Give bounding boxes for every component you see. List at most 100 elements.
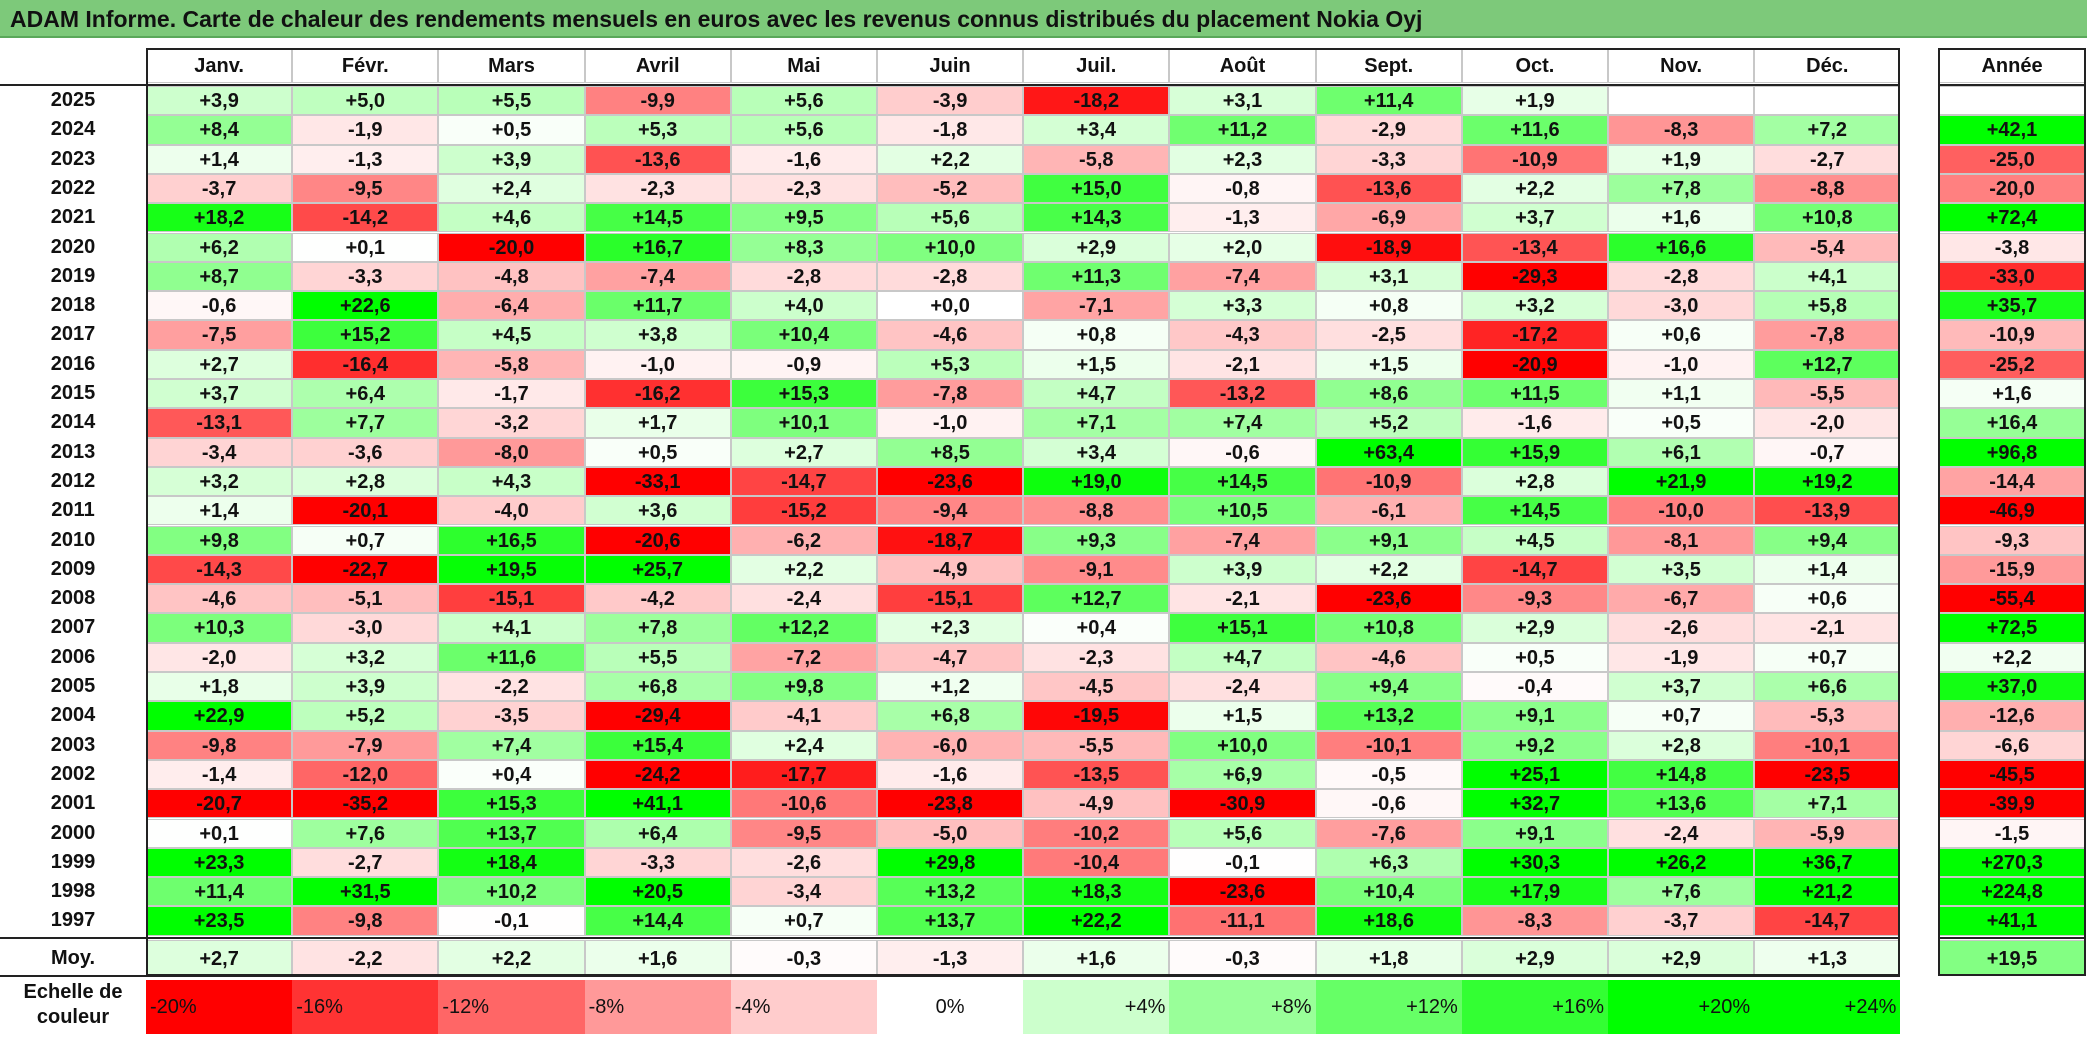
year-label: 2008 [0,584,146,614]
heatmap-cell: -0,6 [146,291,293,321]
heatmap-cell: +4,7 [1169,642,1316,672]
heatmap-cell: +19,5 [438,554,585,585]
heatmap-cell: +0,7 [292,525,439,555]
heatmap-cell: -13,2 [1169,379,1316,409]
heatmap-cell: -2,0 [1754,408,1901,438]
average-cell: +2,9 [1461,939,1608,976]
heatmap-cell: +5,8 [1754,291,1901,321]
heatmap-cell: -8,0 [438,437,585,467]
heatmap-cell: -2,7 [1754,144,1901,174]
heatmap-cell: -1,0 [877,408,1024,438]
average-cell: +2,2 [438,939,585,976]
heatmap-cell: +6,4 [584,818,731,848]
heatmap-cell: +2,9 [1023,232,1170,262]
year-label: 2023 [0,144,146,174]
heatmap-cell: -1,0 [584,349,731,379]
month-header: Août [1169,48,1316,83]
heatmap-cell: +3,2 [146,466,293,497]
heatmap-cell: +0,5 [438,115,585,145]
heatmap-cell: -13,9 [1754,496,1901,526]
average-rule-top [0,936,1901,939]
heatmap-cell: -2,0 [146,642,293,672]
heatmap-cell: -10,1 [1315,730,1462,760]
average-cell: +2,9 [1608,939,1755,976]
heatmap-cell: -3,3 [1315,144,1462,174]
heatmap-cell: +12,7 [1754,349,1901,379]
heatmap-cell: +3,4 [1023,437,1170,467]
heatmap-cell: -5,2 [877,173,1024,204]
heatmap-cell: -2,8 [877,261,1024,292]
year-label: 2021 [0,203,146,233]
heatmap-cell: -8,3 [1608,115,1755,145]
heatmap-cell: -29,3 [1461,261,1608,292]
scale-swatch: 0% [877,980,1024,1034]
heatmap-cell: -20,0 [438,232,585,262]
annual-cell: -33,0 [1938,261,2086,292]
heatmap-cell: -0,6 [1169,437,1316,467]
annual-cell: -25,2 [1938,349,2086,379]
heatmap-cell: +0,7 [730,906,877,936]
heatmap-cell: -3,3 [292,261,439,292]
year-label: 2016 [0,349,146,379]
annual-cell: -12,6 [1938,701,2086,731]
chart-title: ADAM Informe. Carte de chaleur des rende… [10,6,1423,32]
heatmap-cell: -9,8 [146,730,293,760]
heatmap-cell: -10,2 [1023,818,1170,848]
heatmap-cell: -8,1 [1608,525,1755,555]
annual-cell [1938,86,2086,116]
heatmap-cell: +4,7 [1023,379,1170,409]
heatmap-cell: +7,4 [1169,408,1316,438]
heatmap-cell: -13,6 [1315,173,1462,204]
annual-average-rule [1938,936,2086,939]
heatmap-cell: +7,6 [1608,877,1755,907]
heatmap-cell: -11,1 [1169,906,1316,936]
heatmap-cell: +9,4 [1754,525,1901,555]
scale-swatch: +16% [1461,980,1608,1034]
year-label: 2013 [0,437,146,467]
heatmap-cell: -4,6 [1315,642,1462,672]
heatmap-cell: +7,4 [438,730,585,760]
scale-swatch: -16% [292,980,439,1034]
heatmap-cell: -4,2 [584,584,731,614]
heatmap-cell: +2,7 [146,349,293,379]
heatmap-cell: +14,4 [584,906,731,936]
annual-cell: +1,6 [1938,379,2086,409]
annual-header-rule [1938,84,2086,86]
scale-swatch: -20% [146,980,293,1034]
heatmap-cell: +0,7 [1754,642,1901,672]
heatmap-cell: +6,3 [1315,847,1462,878]
year-label: 2007 [0,613,146,643]
year-label: 2009 [0,554,146,585]
month-header: Nov. [1608,48,1755,83]
heatmap-cell: -23,6 [1315,584,1462,614]
heatmap-cell: -23,6 [877,466,1024,497]
heatmap-cell: +13,6 [1608,789,1755,819]
heatmap-cell: -14,2 [292,203,439,233]
heatmap-cell: +7,7 [292,408,439,438]
annual-cell: +224,8 [1938,877,2086,907]
heatmap-cell: +2,9 [1461,613,1608,643]
heatmap-cell: -14,7 [730,466,877,497]
heatmap-cell: -1,9 [1608,642,1755,672]
heatmap-cell: +0,1 [146,818,293,848]
heatmap-cell: +0,6 [1608,320,1755,350]
heatmap-cell: +5,6 [730,86,877,116]
year-label: 2020 [0,232,146,262]
heatmap-cell: +11,5 [1461,379,1608,409]
heatmap-cell: +11,6 [1461,115,1608,145]
heatmap-cell: +16,6 [1608,232,1755,262]
heatmap-cell: -20,6 [584,525,731,555]
heatmap-cell: +3,9 [292,672,439,702]
average-cell: +1,6 [1023,939,1170,976]
heatmap-cell: +2,8 [1461,466,1608,497]
heatmap-cell: -1,6 [877,759,1024,790]
heatmap-cell: -2,8 [730,261,877,292]
annual-cell: -10,9 [1938,320,2086,350]
heatmap-cell: -2,6 [1608,613,1755,643]
heatmap-cell: +14,8 [1608,759,1755,790]
annual-cell: -15,9 [1938,554,2086,585]
heatmap-cell: -9,9 [584,86,731,116]
title-bar: ADAM Informe. Carte de chaleur des rende… [0,0,2087,38]
heatmap-cell: +29,8 [877,847,1024,878]
heatmap-cell: +1,1 [1608,379,1755,409]
